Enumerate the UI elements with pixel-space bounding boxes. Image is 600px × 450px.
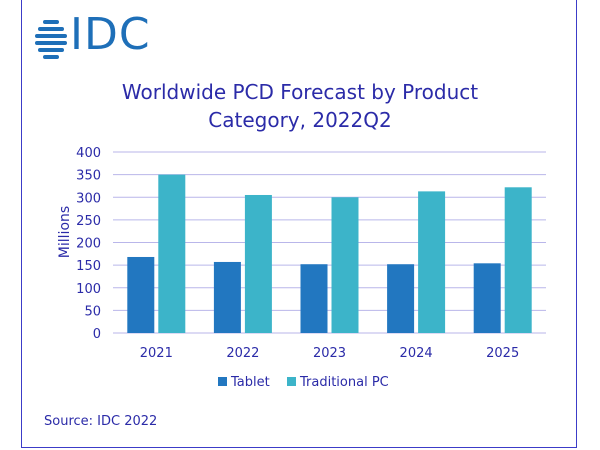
globe-icon (35, 20, 67, 59)
y-tick-label: 250 (76, 214, 101, 229)
y-tick-label: 50 (84, 304, 101, 319)
bar-tablet-2023 (300, 264, 328, 333)
bar-traditional-pc-2025 (504, 187, 532, 333)
chart-frame (21, 0, 577, 448)
y-axis-label: Millions (57, 206, 73, 258)
x-tick-label: 2025 (486, 346, 519, 361)
x-tick-label: 2022 (226, 346, 259, 361)
x-tick-label: 2023 (313, 346, 346, 361)
source-note: Source: IDC 2022 (44, 414, 158, 429)
bar-traditional-pc-2023 (331, 197, 359, 333)
y-tick-label: 400 (76, 146, 101, 161)
legend-label: Tablet (230, 375, 270, 390)
chart-title-line1: Worldwide PCD Forecast by Product (121, 80, 479, 104)
bar-traditional-pc-2024 (418, 191, 446, 333)
bars (127, 174, 532, 333)
y-tick-label: 100 (76, 282, 101, 297)
legend: Tablet Traditional PC (218, 375, 389, 390)
y-tick-label: 350 (76, 169, 101, 184)
legend-swatch (218, 377, 227, 386)
bar-tablet-2022 (213, 261, 241, 333)
y-tick-label: 300 (76, 191, 101, 206)
x-tick-label: 2021 (140, 346, 173, 361)
x-tick-labels: 2021 2022 2023 2024 2025 (140, 346, 519, 361)
x-tick-label: 2024 (400, 346, 433, 361)
y-tick-label: 200 (76, 237, 101, 252)
logo-text: IDC (70, 9, 151, 60)
legend-label: Traditional PC (299, 375, 389, 390)
bar-tablet-2024 (387, 264, 415, 333)
chart-title-line2: Category, 2022Q2 (208, 108, 392, 132)
y-tick-labels: 0 50 100 150 200 250 300 350 400 (76, 146, 101, 342)
legend-swatch (287, 377, 296, 386)
y-tick-label: 0 (93, 327, 101, 342)
bar-tablet-2021 (127, 256, 155, 333)
bar-tablet-2025 (473, 263, 501, 333)
y-tick-label: 150 (76, 259, 101, 274)
bar-traditional-pc-2021 (158, 174, 186, 333)
bar-traditional-pc-2022 (244, 194, 272, 333)
chart-title: Worldwide PCD Forecast by Product Catego… (0, 78, 600, 134)
